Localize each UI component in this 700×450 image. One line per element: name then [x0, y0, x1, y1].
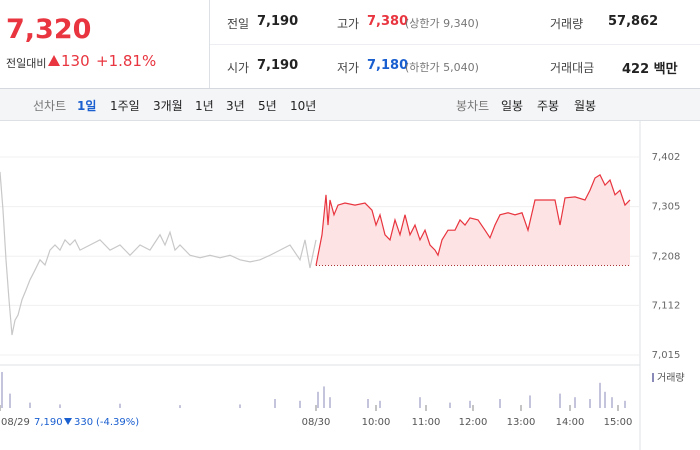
volume-bar [589, 399, 591, 408]
change: 130 [61, 52, 90, 70]
info-value: 7,190 [257, 58, 299, 73]
info-label: 고가 [337, 17, 360, 31]
volume-bar [611, 397, 613, 408]
x-tick-label: 08/30 [302, 417, 331, 428]
x-tick-label: 15:00 [604, 417, 633, 428]
volume-bar [274, 399, 276, 408]
volume-bar [529, 395, 531, 408]
volume-bar [119, 403, 121, 408]
x-tick-label: 08/29 [1, 417, 30, 428]
volume-bar [323, 386, 325, 408]
info-note: (하한가 5,040) [405, 61, 479, 74]
volume-bar [179, 405, 181, 408]
volume-bar [624, 400, 626, 408]
change-pct: +1.81% [96, 52, 157, 70]
header [0, 0, 700, 89]
volume-bar [469, 400, 471, 408]
volume-bar [1, 372, 3, 408]
info-label: 전일 [227, 17, 250, 31]
volume-bar [604, 391, 606, 408]
price-line [315, 174, 631, 266]
price-line [0, 171, 317, 336]
info-value: 7,180 [367, 58, 409, 73]
tab-group-label: 봉차트 [456, 99, 490, 113]
tab[interactable]: 주봉 [537, 99, 560, 113]
info-label: 시가 [227, 61, 250, 75]
y-tick-label: 7,402 [652, 152, 681, 163]
tab[interactable]: 일봉 [501, 99, 524, 113]
x-tick-label: 13:00 [507, 417, 536, 428]
up-icon [48, 55, 60, 66]
prev-price: 7,190 [34, 417, 63, 428]
volume-bar [379, 400, 381, 408]
tab-group-label: 선차트 [33, 99, 67, 113]
info-label: 거래대금 [550, 61, 595, 75]
info-label: 저가 [337, 61, 360, 75]
volume-bar [299, 400, 301, 408]
volume-bar [329, 397, 331, 408]
volume-bar [599, 382, 601, 408]
tab[interactable]: 월봉 [574, 99, 597, 113]
volume-bar [239, 404, 241, 408]
price: 7,320 [6, 14, 92, 45]
divider [209, 0, 210, 88]
prev-change: 330 [74, 417, 93, 428]
y-tick-label: 7,112 [652, 300, 681, 311]
x-tick-label: 10:00 [362, 417, 391, 428]
volume-bar [367, 399, 369, 408]
info-label: 거래량 [550, 17, 584, 31]
tab[interactable]: 3개월 [153, 99, 183, 113]
x-tick-label: 14:00 [556, 417, 585, 428]
volume-bar [59, 404, 61, 408]
y-tick-label: 7,208 [652, 251, 681, 262]
volume-bar [499, 399, 501, 408]
volume-bar [559, 393, 561, 408]
tab[interactable]: 1주일 [110, 99, 140, 113]
info-value: 7,380 [367, 14, 409, 29]
tab[interactable]: 1년 [195, 99, 214, 113]
x-tick-label: 11:00 [412, 417, 441, 428]
info-value: 7,190 [257, 14, 299, 29]
area [316, 174, 630, 266]
volume-bar [419, 397, 421, 408]
divider [210, 44, 700, 45]
change-label: 전일대비 [6, 57, 47, 70]
tab[interactable]: 1일 [77, 99, 97, 113]
legend-swatch [652, 373, 654, 382]
tab-bar [0, 89, 700, 121]
y-tick-label: 7,015 [652, 350, 681, 361]
prev-change-pct: (-4.39%) [96, 417, 139, 428]
volume-bar [317, 391, 319, 408]
legend-label: 거래량 [657, 372, 685, 384]
tab[interactable]: 10년 [290, 99, 317, 113]
volume-bar [449, 402, 451, 408]
info-value: 422 백만 [622, 62, 678, 77]
tab[interactable]: 5년 [258, 99, 277, 113]
volume-bar [9, 393, 11, 408]
info-note: (상한가 9,340) [405, 17, 479, 30]
y-tick-label: 7,305 [652, 202, 681, 213]
volume-bar [29, 402, 31, 408]
x-tick-label: 12:00 [459, 417, 488, 428]
tab[interactable]: 3년 [226, 99, 245, 113]
volume-bar [574, 397, 576, 408]
info-value: 57,862 [608, 14, 659, 29]
down-icon [64, 418, 72, 425]
